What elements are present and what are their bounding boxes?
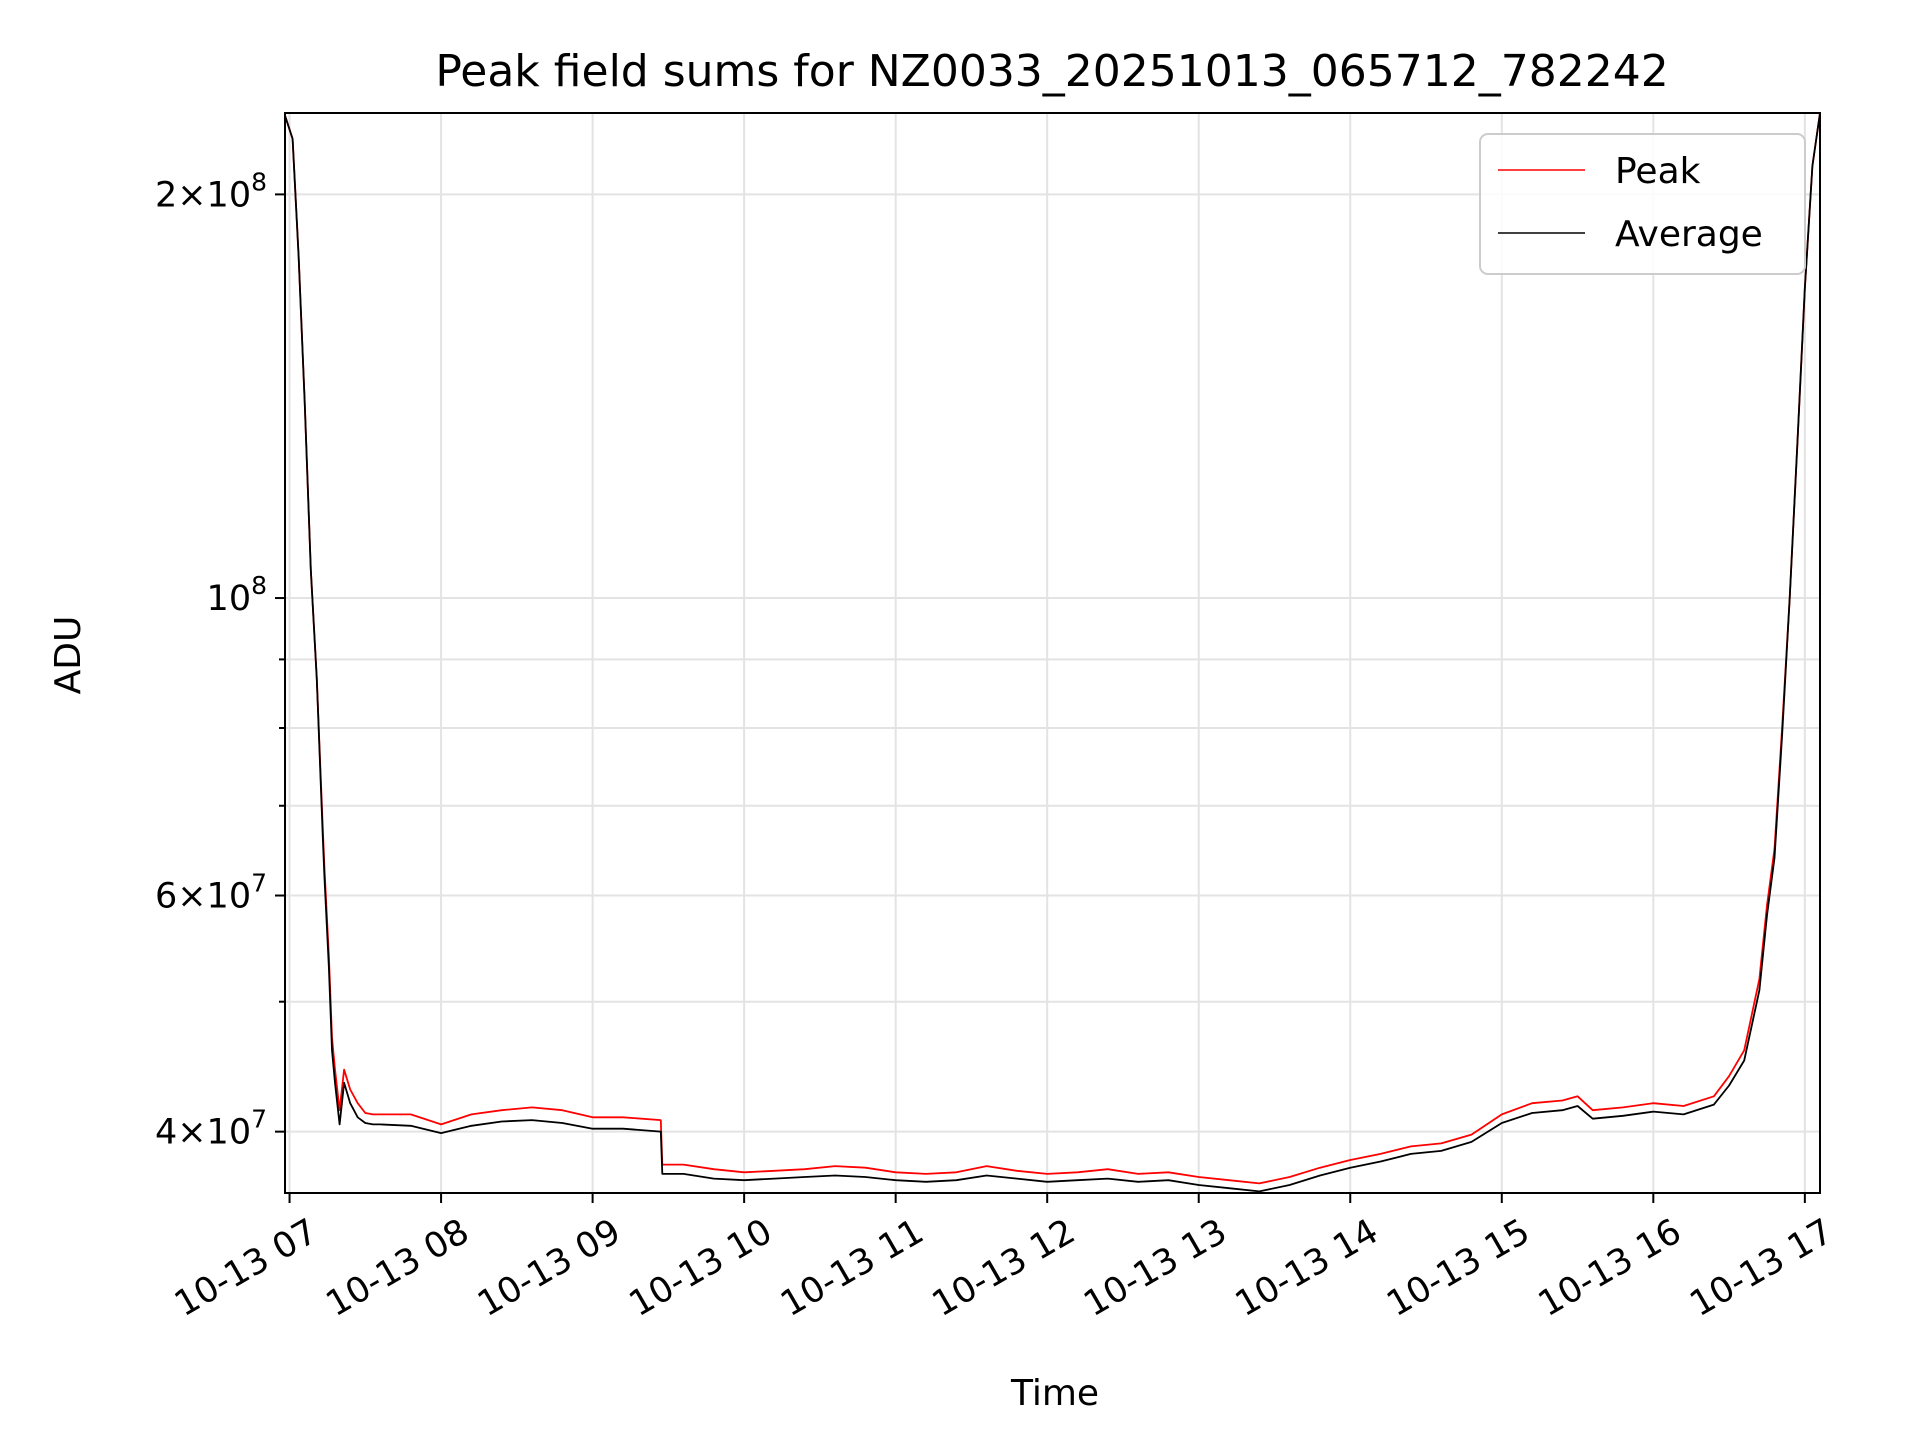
legend-label-peak: Peak [1615,151,1701,192]
y-tick-label: 4×107 [155,1105,267,1153]
x-tick-label: 10-13 07 [168,1212,324,1325]
chart-title: Peak field sums for NZ0033_20251013_0657… [435,46,1668,97]
x-tick-label: 10-13 08 [320,1212,476,1325]
x-tick-label: 10-13 16 [1532,1212,1688,1325]
y-axis-label: ADU [48,616,89,695]
x-tick-label: 10-13 11 [774,1212,930,1325]
y-tick-label: 2×108 [155,167,267,215]
plot-frame [284,112,1821,1194]
x-tick-label: 10-13 12 [926,1212,1082,1325]
x-axis-label: Time [1010,1373,1099,1414]
y-tick-label: 6×107 [155,869,267,917]
x-tick-label: 10-13 09 [471,1212,627,1325]
series-line-peak [284,112,1821,1185]
x-tick-label: 10-13 10 [623,1212,779,1325]
legend: Peak Average [1479,133,1806,275]
x-tick-label: 10-13 14 [1229,1212,1385,1325]
x-tick-label: 10-13 13 [1077,1212,1233,1325]
series-layer [284,112,1821,1193]
series-line-average [284,112,1821,1193]
legend-label-average: Average [1615,214,1763,255]
x-tick-label: 10-13 15 [1380,1212,1536,1325]
y-tick-label: 108 [207,571,267,619]
x-tick-label: 10-13 17 [1683,1212,1839,1325]
legend-box [1479,133,1806,275]
